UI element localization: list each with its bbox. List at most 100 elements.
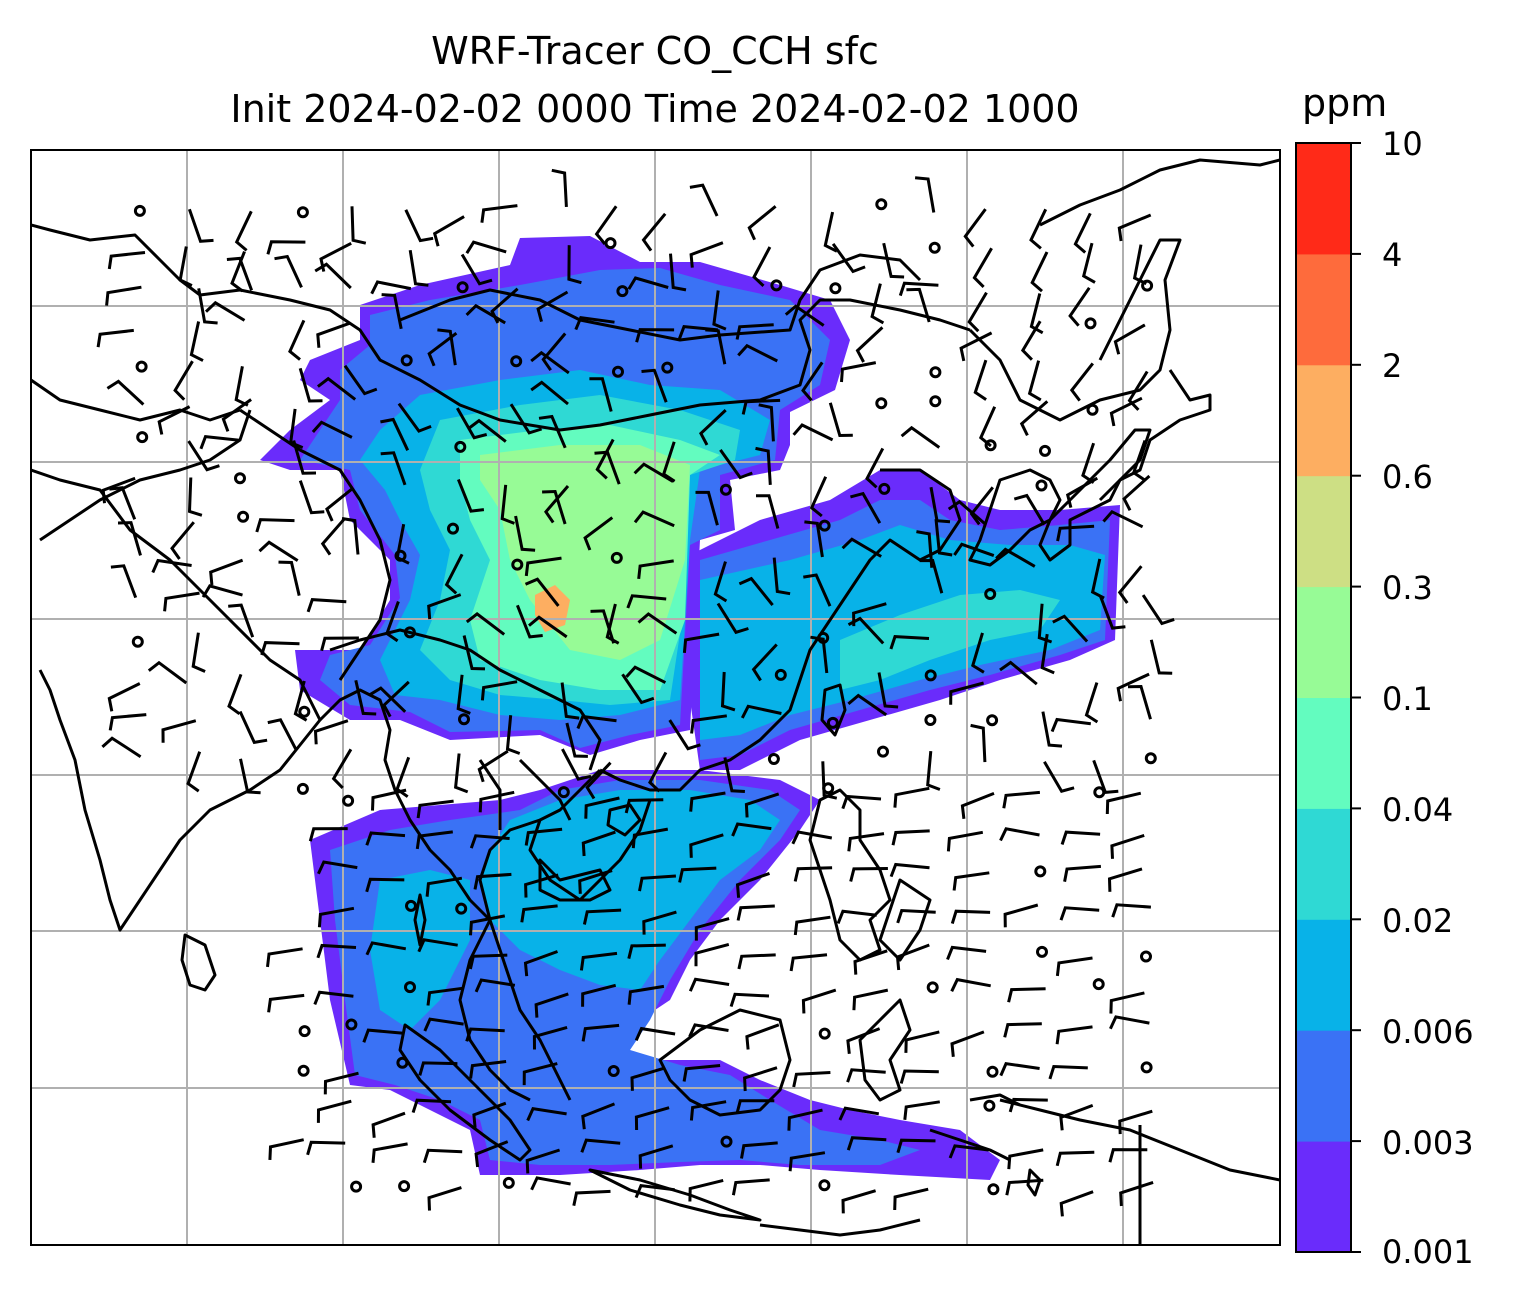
wind-barb [904,1030,940,1053]
wind-barb [688,977,730,992]
wind-barb [743,1066,778,1092]
wind-barbs [96,168,1175,1217]
wind-barb [1127,684,1152,720]
map-frame [30,149,1281,1246]
calm-wind-marker [770,279,783,292]
calm-wind-marker [875,198,888,211]
calm-wind-marker [986,1065,999,1078]
wind-barb [638,874,677,892]
wind-barb [538,414,567,449]
wind-barb [899,1069,939,1084]
calm-wind-marker [924,669,937,682]
calm-wind-marker [396,1056,409,1069]
wind-barb [1090,558,1105,600]
wind-barb [526,1106,567,1122]
wind-barb [689,1100,727,1121]
coast-sri-lanka [180,933,217,992]
wind-barb [323,1071,359,1095]
wind-barb [810,635,829,674]
wind-barb [101,476,136,504]
wind-barb [477,749,509,783]
wind-barb [161,719,197,743]
plume-higher-north [480,445,690,660]
wind-barb [427,332,458,367]
wind-barb [1055,956,1093,977]
wind-barb [576,714,617,730]
wind-barb [1043,761,1075,793]
wind-barb [823,211,838,253]
wind-barb [893,1187,929,1211]
border-tibet [329,628,602,771]
coast-taiwan [820,683,847,737]
wind-barb [292,440,317,475]
wind-barb [1081,442,1096,484]
wind-barb [1109,1015,1150,1030]
wind-barb [101,736,142,758]
wind-barb [316,1099,352,1123]
wind-barb [1084,682,1099,724]
calm-wind-marker [661,361,674,374]
wind-barb [999,660,1038,686]
border-laos [478,758,572,830]
wind-barb [151,558,192,574]
calm-wind-marker [135,360,148,373]
border-afghan [31,378,241,422]
wind-barb [1060,830,1101,845]
colorbar-tick-label: 0.001 [1382,1233,1474,1271]
wind-barb [474,1140,509,1168]
wind-barb [1107,867,1143,892]
wind-barb [469,834,510,849]
colorbar-tick-label: 0.6 [1382,458,1433,496]
wind-barb [532,1025,568,1050]
wind-barb [638,1144,674,1169]
wind-barb [682,632,720,654]
wind-barb [840,361,877,383]
wind-barb [635,328,675,343]
wind-barb [579,951,618,971]
wind-barb [627,276,669,290]
wind-barb [1132,244,1147,286]
wind-barb [1003,903,1039,928]
map-title-line-2: Init 2024-02-02 0000 Time 2024-02-02 100… [230,87,1080,131]
wind-barb [919,558,944,594]
wind-barb [238,710,268,745]
wind-barb [227,673,243,716]
calm-wind-marker [1140,1061,1153,1074]
wind-barb [365,877,405,893]
calm-wind-marker [447,522,459,535]
calm-wind-marker [818,1027,831,1040]
wind-barb [371,788,407,811]
calm-wind-marker [400,354,413,367]
wind-barb [462,635,486,671]
wind-barb [480,204,518,223]
wind-barb [621,673,655,705]
wind-barb [747,205,777,241]
colorbar-segment [1296,475,1351,588]
wind-barb [371,1111,406,1138]
wind-barb [582,908,622,925]
calm-wind-marker [456,281,469,294]
calm-wind-marker [612,365,624,378]
wind-barb [465,240,507,254]
wind-barb [634,1183,675,1199]
wind-barb [896,908,936,924]
wind-barb [633,462,674,483]
border-mongolia [399,253,922,342]
wind-barb [542,489,567,525]
colorbar-unit-label: ppm [1302,81,1388,125]
colorbar-segment [1296,364,1351,477]
colorbar-tick-label: 0.1 [1382,680,1433,718]
wind-barb [381,293,403,330]
wind-barb [916,530,934,568]
calm-wind-marker [984,439,997,452]
wind-barb [720,671,736,712]
coast-sulawesi [858,998,912,1102]
map-title-line-1: WRF-Tracer CO_CCH sfc [431,29,879,73]
wind-barb [1141,594,1175,626]
wind-barb [583,516,614,551]
wind-barb [467,418,507,443]
wind-barb [574,315,615,331]
calm-wind-marker [454,440,467,453]
wind-barb [317,860,358,875]
calm-wind-marker [133,204,146,217]
